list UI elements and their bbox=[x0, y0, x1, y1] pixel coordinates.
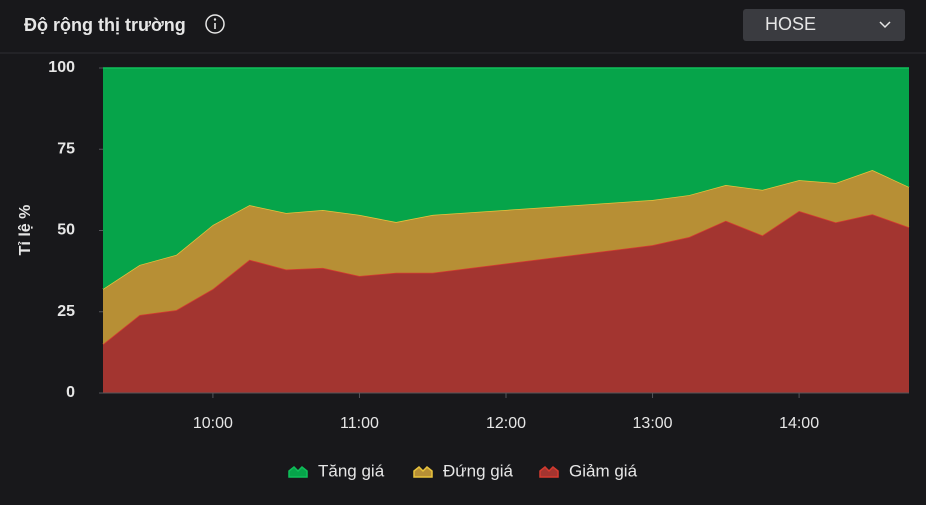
legend-label: Tăng giá bbox=[318, 461, 385, 480]
area bbox=[103, 170, 909, 345]
exchange-dropdown[interactable]: HOSE bbox=[743, 9, 905, 41]
legend-label: Đứng giá bbox=[443, 461, 514, 480]
legend-label: Giảm giá bbox=[569, 461, 638, 480]
x-tick-label: 10:00 bbox=[193, 415, 233, 432]
x-tick-label: 11:00 bbox=[340, 415, 379, 432]
area bbox=[103, 68, 909, 289]
legend-item[interactable]: Giảm giá bbox=[539, 461, 638, 480]
y-tick-label: 100 bbox=[48, 59, 75, 76]
info-icon[interactable] bbox=[205, 14, 225, 34]
chart-title: Độ rộng thị trường bbox=[24, 15, 186, 35]
x-tick-label: 13:00 bbox=[633, 415, 673, 432]
y-tick-label: 0 bbox=[66, 384, 75, 401]
legend-icon bbox=[413, 465, 433, 478]
dropdown-value: HOSE bbox=[765, 14, 816, 34]
legend-icon bbox=[288, 465, 308, 478]
y-tick-label: 75 bbox=[57, 140, 75, 157]
x-tick-label: 12:00 bbox=[486, 415, 526, 432]
y-tick-label: 25 bbox=[57, 303, 75, 320]
y-axis-label: Tỉ lệ % bbox=[17, 205, 34, 256]
legend-icon bbox=[539, 465, 559, 478]
y-tick-label: 50 bbox=[57, 222, 75, 239]
legend-item[interactable]: Tăng giá bbox=[288, 461, 385, 480]
legend-item[interactable]: Đứng giá bbox=[413, 461, 514, 480]
area bbox=[103, 211, 909, 393]
x-tick-label: 14:00 bbox=[779, 415, 819, 432]
